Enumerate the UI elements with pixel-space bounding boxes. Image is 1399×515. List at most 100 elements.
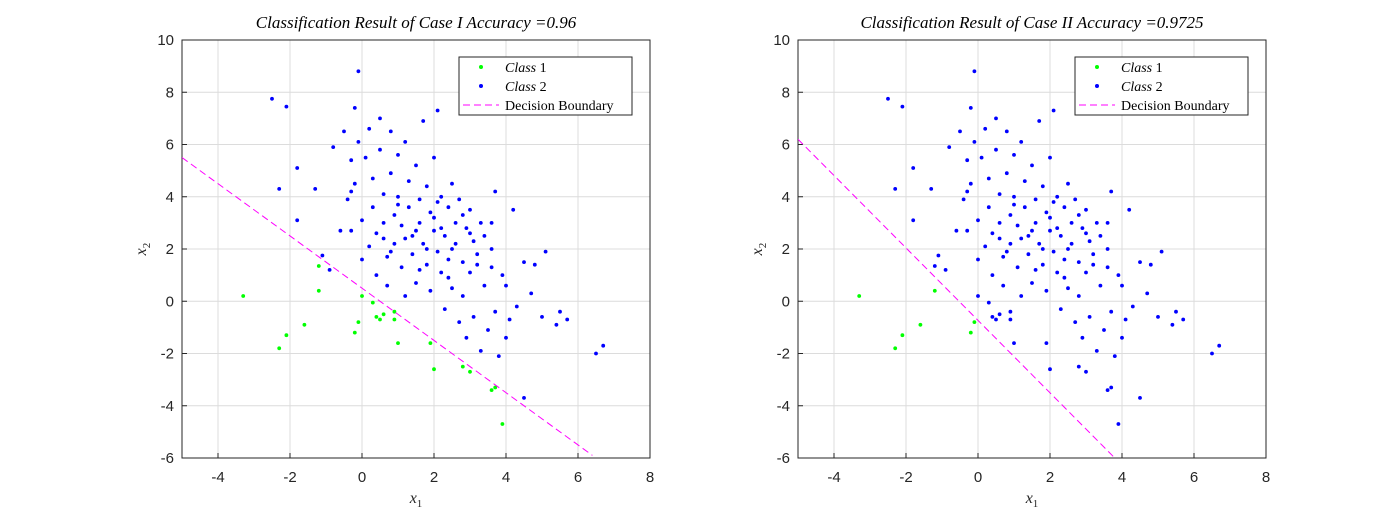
y-axis-label-main: x	[749, 248, 766, 256]
y-axis-label-main: x	[133, 248, 150, 256]
y-tick-label-6: 6	[782, 137, 790, 154]
data-point	[1098, 283, 1103, 288]
data-point	[1015, 265, 1020, 270]
data-point	[338, 228, 343, 233]
data-point	[367, 126, 372, 131]
x-tick-label-4: 4	[1118, 469, 1126, 486]
data-point	[385, 254, 390, 259]
data-point	[1084, 207, 1088, 212]
data-point	[1120, 283, 1124, 288]
data-point	[983, 126, 988, 131]
data-point	[511, 207, 516, 212]
data-point	[460, 213, 465, 217]
data-point	[356, 320, 361, 324]
data-point	[489, 265, 494, 270]
data-point	[424, 247, 429, 251]
data-point	[1138, 260, 1142, 264]
data-point	[295, 218, 300, 223]
y-tick-label-0: -6	[777, 450, 790, 467]
y-tick-label-6: 6	[166, 137, 174, 154]
data-point	[388, 129, 393, 134]
data-point	[1026, 252, 1031, 257]
data-point	[406, 179, 411, 184]
data-point	[1084, 369, 1088, 374]
y-tick-label-3: 0	[166, 293, 174, 310]
data-point	[1105, 221, 1110, 225]
data-point	[1004, 249, 1009, 254]
data-point	[1012, 194, 1016, 199]
data-point	[356, 140, 361, 144]
y-tick-label-3: 0	[782, 293, 790, 310]
data-point	[1055, 226, 1060, 231]
data-point	[493, 189, 498, 194]
legend-label-word: Class	[505, 80, 540, 95]
data-point	[446, 257, 451, 262]
data-point	[352, 330, 357, 335]
data-point	[997, 236, 1002, 241]
y-tick-label-1: -4	[161, 398, 174, 415]
data-point	[1030, 163, 1034, 168]
data-point	[277, 187, 282, 191]
data-point	[1087, 239, 1092, 244]
data-point	[1012, 202, 1016, 207]
data-point	[1069, 221, 1074, 225]
data-point	[478, 349, 483, 353]
data-point	[929, 187, 934, 191]
data-point	[1091, 262, 1096, 267]
data-point	[1004, 129, 1009, 134]
data-point	[428, 288, 433, 293]
data-point	[1076, 213, 1081, 217]
data-point	[1019, 294, 1024, 298]
data-point	[342, 129, 346, 134]
data-point	[428, 341, 433, 345]
data-point	[1058, 234, 1063, 238]
data-point	[1037, 119, 1042, 123]
data-point	[349, 228, 354, 233]
y-tick-label-5: 4	[782, 189, 790, 206]
data-point	[493, 385, 498, 390]
data-point	[356, 69, 361, 74]
data-point	[370, 300, 375, 305]
data-point	[392, 317, 397, 322]
data-point	[1127, 207, 1132, 212]
data-point	[410, 234, 415, 238]
data-point	[1123, 317, 1128, 322]
data-point	[1174, 309, 1178, 314]
x-tick-label-6: 8	[1262, 469, 1270, 486]
data-point	[543, 249, 548, 254]
data-point	[396, 153, 400, 157]
data-point	[1080, 335, 1085, 340]
data-point	[1048, 215, 1052, 220]
data-point	[1094, 349, 1099, 353]
data-point	[1076, 364, 1081, 369]
data-point	[432, 228, 436, 233]
data-point	[1076, 260, 1081, 264]
data-point	[457, 320, 462, 324]
y-tick-label-8: 10	[157, 32, 174, 49]
legend-label-1: Class 1	[505, 61, 547, 76]
data-point	[997, 312, 1002, 317]
data-point	[994, 317, 998, 322]
data-point	[1109, 309, 1114, 314]
data-point	[450, 247, 454, 251]
data-point	[990, 315, 995, 319]
data-point	[1062, 205, 1067, 210]
legend-marker-2	[1095, 84, 1099, 88]
data-point	[1159, 249, 1164, 254]
data-point	[558, 309, 562, 314]
data-point	[493, 309, 498, 314]
data-point	[464, 226, 469, 231]
data-point	[417, 268, 422, 272]
data-point	[385, 283, 390, 288]
data-point	[453, 221, 458, 225]
data-point	[1066, 286, 1070, 291]
y-tick-label-2: -2	[161, 346, 174, 363]
data-point	[1040, 262, 1045, 267]
data-point	[378, 317, 382, 322]
data-point	[424, 262, 429, 267]
data-point	[381, 312, 386, 317]
data-point	[468, 231, 472, 236]
data-point	[918, 322, 923, 327]
